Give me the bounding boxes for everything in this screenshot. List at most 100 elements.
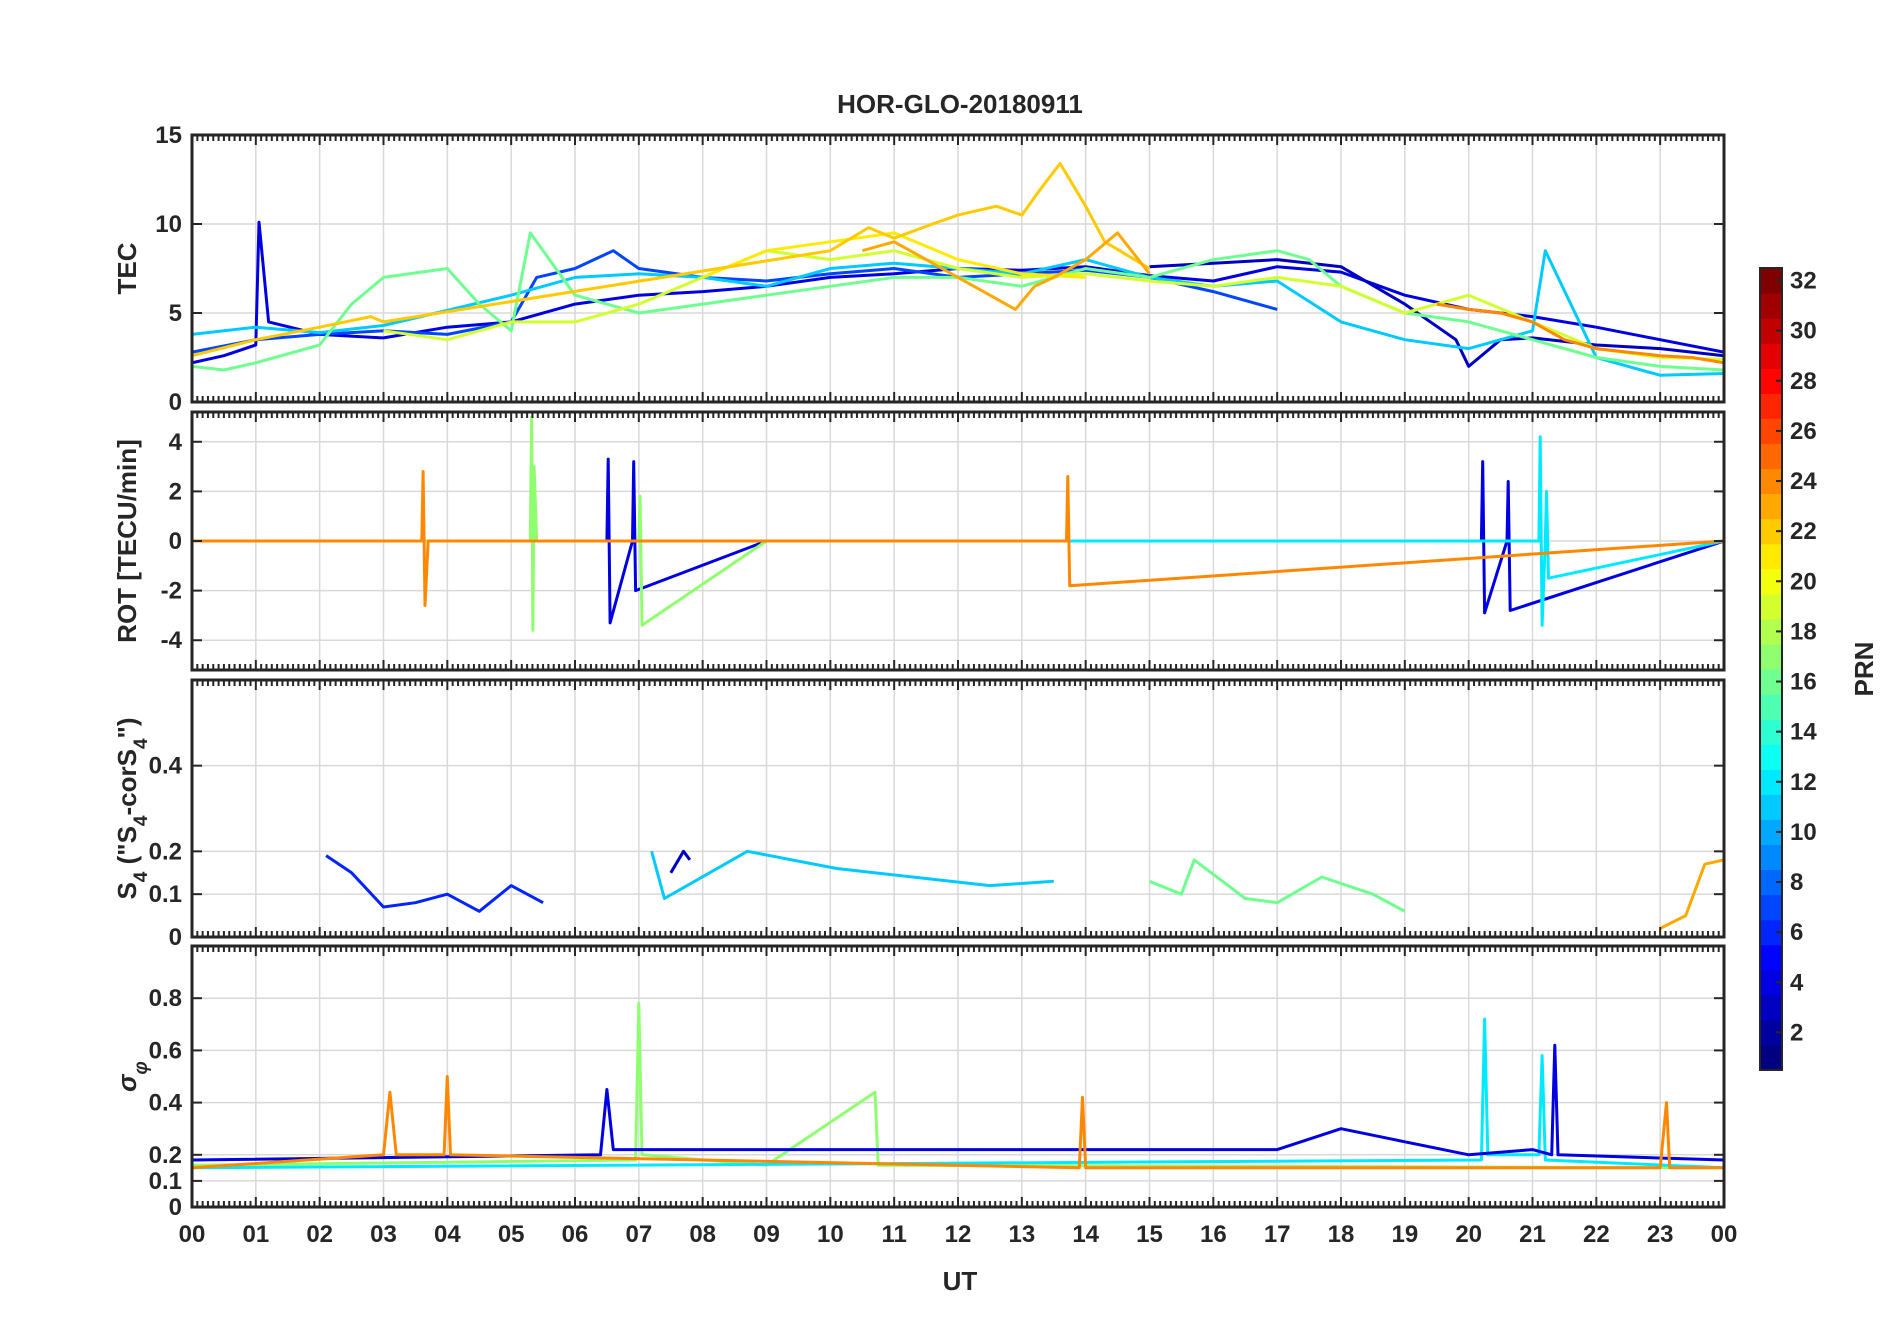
y-tick-label: -2 — [161, 578, 182, 605]
y-tick-label: 0.4 — [149, 753, 183, 780]
x-tick-label: 04 — [434, 1221, 461, 1248]
colorbar-tick-label: 8 — [1790, 869, 1803, 896]
colorbar-swatch — [1760, 368, 1782, 394]
series-prn-16 — [192, 231, 1724, 372]
panel-rot: -4 -2 0 2 4 ROT [TECU/min] — [112, 410, 1726, 672]
panel-s4-series — [325, 849, 1724, 930]
y-tick-label: 2 — [169, 478, 182, 505]
colorbar-swatch — [1760, 944, 1782, 971]
x-tick-label: 08 — [689, 1221, 716, 1248]
panel-sigma_phi-ylabel: σφ — [112, 1061, 152, 1092]
panel-s4: 0 0.1 0.2 0.4S4 ("S4-corS4") — [112, 678, 1726, 951]
colorbar-tick-label: 6 — [1790, 919, 1803, 946]
x-tick-label: 02 — [306, 1221, 333, 1248]
colorbar-label: PRN — [1849, 642, 1879, 697]
colorbar-swatch — [1760, 643, 1782, 670]
x-tick-label: 00 — [179, 1221, 206, 1248]
x-tick-label: 01 — [242, 1221, 269, 1248]
x-tick-label: 06 — [562, 1221, 589, 1248]
colorbar-swatch — [1760, 769, 1782, 795]
x-tick-label: 07 — [625, 1221, 652, 1248]
x-axis-label: UT — [943, 1266, 978, 1296]
colorbar-tick-label: 16 — [1790, 669, 1817, 696]
colorbar-swatch — [1760, 894, 1782, 921]
y-tick-label: 10 — [155, 211, 182, 238]
series-prn-12 — [192, 435, 1724, 627]
panel-s4-ylabel: S4 ("S4-corS4") — [112, 717, 152, 899]
series-prn-4 — [192, 220, 1724, 365]
colorbar-tick-label: 2 — [1790, 1019, 1803, 1046]
colorbar-tick-label: 20 — [1790, 568, 1817, 595]
series-prn-17 — [192, 415, 768, 632]
colorbar-swatch — [1760, 268, 1782, 294]
colorbar-tick-label: 28 — [1790, 368, 1817, 395]
colorbar-swatch — [1760, 418, 1782, 445]
y-tick-label: 0.8 — [149, 985, 182, 1012]
colorbar-swatch — [1760, 293, 1782, 319]
y-tick-label: 0.2 — [149, 1142, 182, 1169]
colorbar-swatch — [1760, 744, 1782, 770]
colorbar-swatch — [1760, 694, 1782, 720]
colorbar-swatch — [1760, 969, 1782, 996]
panel-tec-ticks — [191, 135, 1725, 402]
y-tick-label: 0.1 — [149, 1168, 182, 1195]
colorbar-swatch — [1760, 468, 1782, 495]
colorbar-tick-label: 32 — [1790, 268, 1817, 295]
y-tick-label: -4 — [161, 627, 183, 654]
x-tick-label: 12 — [945, 1221, 972, 1248]
series-prn-6 — [325, 854, 544, 913]
y-tick-label: 0 — [169, 1194, 182, 1221]
x-tick-label: 16 — [1200, 1221, 1227, 1248]
x-tick-label: 22 — [1583, 1221, 1610, 1248]
y-tick-label: 0.1 — [149, 881, 182, 908]
x-tick-label: 05 — [498, 1221, 525, 1248]
colorbar-frame — [1759, 267, 1783, 1071]
colorbar-tick-label: 30 — [1790, 318, 1817, 345]
colorbar-swatch — [1760, 518, 1782, 545]
x-tick-label: 23 — [1647, 1221, 1674, 1248]
colorbar-swatch — [1760, 844, 1782, 871]
panel-rot-ticks — [191, 412, 1725, 670]
colorbar-swatch — [1760, 618, 1782, 645]
series-prn-21 — [702, 231, 1086, 279]
colorbar-swatch — [1760, 568, 1782, 595]
y-tick-label: 0 — [169, 389, 182, 416]
colorbar-tick-label: 18 — [1790, 618, 1817, 645]
x-tick-label: 19 — [1391, 1221, 1418, 1248]
series-prn-3 — [669, 849, 692, 874]
colorbar-tick-label: 26 — [1790, 418, 1817, 445]
series-prn-24 — [192, 1075, 1724, 1170]
panel-tec-series — [192, 162, 1724, 377]
y-tick-label: 4 — [169, 429, 183, 456]
series-prn-24 — [192, 470, 1724, 607]
series-prn-23 — [861, 231, 1151, 311]
x-tick-label: 03 — [370, 1221, 397, 1248]
colorbar-swatch — [1760, 1019, 1782, 1046]
colorbar-swatch — [1760, 443, 1782, 470]
series-prn-4 — [192, 1043, 1724, 1162]
x-tick-label: 14 — [1072, 1221, 1099, 1248]
x-tick-label: 21 — [1519, 1221, 1546, 1248]
colorbar-tick-label: 4 — [1790, 969, 1804, 996]
y-tick-label: 0 — [169, 528, 182, 555]
series-prn-3 — [1149, 258, 1724, 368]
y-tick-label: 0 — [169, 924, 182, 951]
y-tick-label: 0.2 — [149, 838, 182, 865]
x-tick-label: 00 — [1711, 1221, 1738, 1248]
panel-sigma_phi: 00.10.2 0.4 0.6 0.8 σφ — [112, 944, 1726, 1221]
series-prn-23 — [1659, 858, 1724, 930]
colorbar-swatch — [1760, 794, 1782, 820]
x-tick-label: 10 — [817, 1221, 844, 1248]
series-prn-22 — [192, 162, 1151, 358]
x-tick-label: 20 — [1455, 1221, 1482, 1248]
colorbar-swatch — [1760, 919, 1782, 946]
series-prn-24 — [1436, 302, 1724, 365]
colorbar-swatch — [1760, 719, 1782, 745]
colorbar-swatch — [1760, 343, 1782, 369]
colorbar-swatch — [1760, 669, 1782, 695]
panel-rot-ylabel: ROT [TECU/min] — [112, 439, 142, 643]
colorbar-swatch — [1760, 593, 1782, 620]
colorbar-tick-label: 10 — [1790, 819, 1817, 846]
